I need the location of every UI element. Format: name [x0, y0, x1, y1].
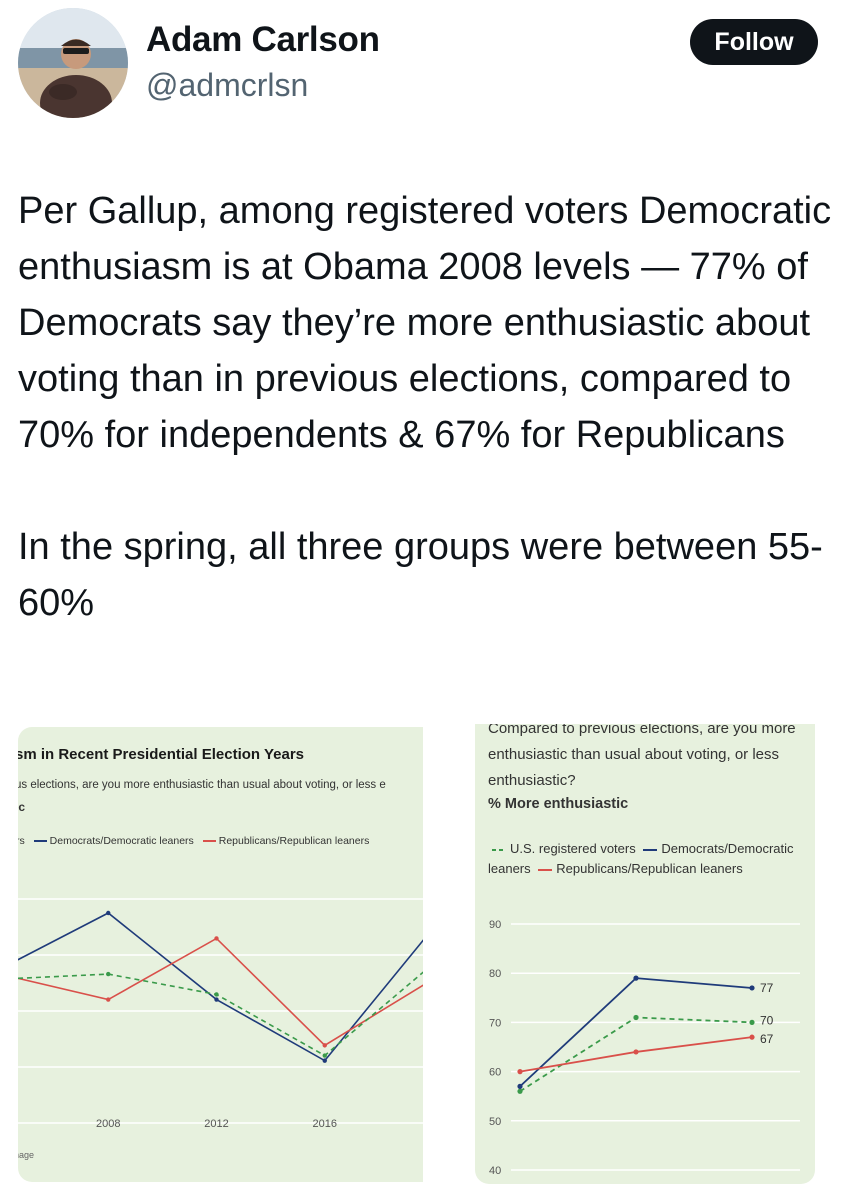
chart-legend: U.S. registered voters Democrats/Democra… — [488, 839, 798, 879]
chart-measure: ic — [18, 800, 26, 814]
chart-title: sm in Recent Presidential Election Years — [18, 746, 305, 763]
avatar[interactable] — [18, 8, 128, 118]
chart-image-left[interactable]: sm in Recent Presidential Election Years… — [18, 727, 423, 1182]
chart-question: us elections, are you more enthusiastic … — [18, 779, 386, 791]
legend-rep: Republicans/Republican leaners — [556, 861, 743, 876]
data-point — [633, 1014, 639, 1021]
data-point — [322, 1043, 327, 1048]
data-point — [106, 910, 111, 916]
data-point — [322, 1053, 327, 1058]
y-tick-label: 80 — [489, 968, 501, 980]
legend-reg: U.S. registered voters — [510, 841, 636, 856]
data-point — [214, 992, 219, 997]
avatar-photo — [18, 8, 128, 118]
legend-swatch-reg — [492, 848, 506, 851]
end-value-label: 77 — [760, 981, 774, 995]
data-point — [633, 975, 639, 981]
chart-footer: nage — [18, 1150, 35, 1160]
legend-dem: Democrats/Democratic leaners — [488, 841, 794, 876]
series-line-2 — [18, 971, 423, 1057]
y-tick-label: 50 — [489, 1116, 501, 1128]
legend-dem: Democrats/Democratic leaners — [49, 835, 194, 847]
y-tick-label: 60 — [489, 1067, 501, 1079]
right-line-chart: 40 50 60 70 80 90 70 77 67 — [489, 919, 800, 1177]
data-point — [517, 1069, 523, 1075]
chart-question: Compared to previous elections, are you … — [488, 724, 796, 789]
end-value-label: 70 — [760, 1013, 774, 1027]
legend-rep: Republicans/Republican leaners — [218, 835, 370, 847]
author-handle[interactable]: @admcrlsn — [146, 67, 309, 103]
data-point — [322, 1058, 327, 1063]
x-tick-label: 2012 — [204, 1118, 228, 1130]
y-tick-label: 40 — [489, 1165, 501, 1177]
x-tick-label: 2016 — [313, 1118, 337, 1130]
legend-swatch-rep — [202, 840, 216, 843]
y-tick-label: 90 — [489, 919, 501, 931]
data-point — [517, 1083, 523, 1089]
left-line-chart: 2004200820122016202 — [18, 898, 423, 1130]
data-point — [214, 936, 219, 941]
series-line-0 — [18, 912, 423, 1062]
data-point — [749, 1034, 755, 1040]
data-point — [633, 1049, 639, 1055]
tweet-text: Per Gallup, among registered voters Demo… — [18, 190, 832, 624]
data-point — [749, 1019, 755, 1025]
tweet-header: Adam Carlson @admcrlsn Follow — [0, 0, 851, 130]
x-tick-label: 2008 — [96, 1118, 120, 1130]
chart-measure: % More enthusiastic — [488, 796, 629, 812]
legend-swatch-rep — [538, 868, 553, 871]
chart-image-right[interactable]: Compared to previous elections, are you … — [475, 724, 815, 1184]
data-point — [106, 971, 111, 977]
author-name[interactable]: Adam Carlson — [146, 20, 380, 59]
data-point — [106, 997, 111, 1002]
legend-swatch-dem — [33, 840, 47, 843]
data-point — [517, 1088, 523, 1094]
legend-swatch-dem — [643, 848, 658, 851]
y-tick-label: 70 — [489, 1017, 501, 1029]
end-value-label: 67 — [760, 1032, 774, 1046]
legend-lead: rs — [18, 835, 25, 847]
chart-legend: rs Democrats/Democratic leaners Republic… — [18, 835, 369, 847]
data-point — [214, 997, 219, 1002]
follow-button[interactable]: Follow — [690, 19, 818, 65]
data-point — [749, 985, 755, 991]
